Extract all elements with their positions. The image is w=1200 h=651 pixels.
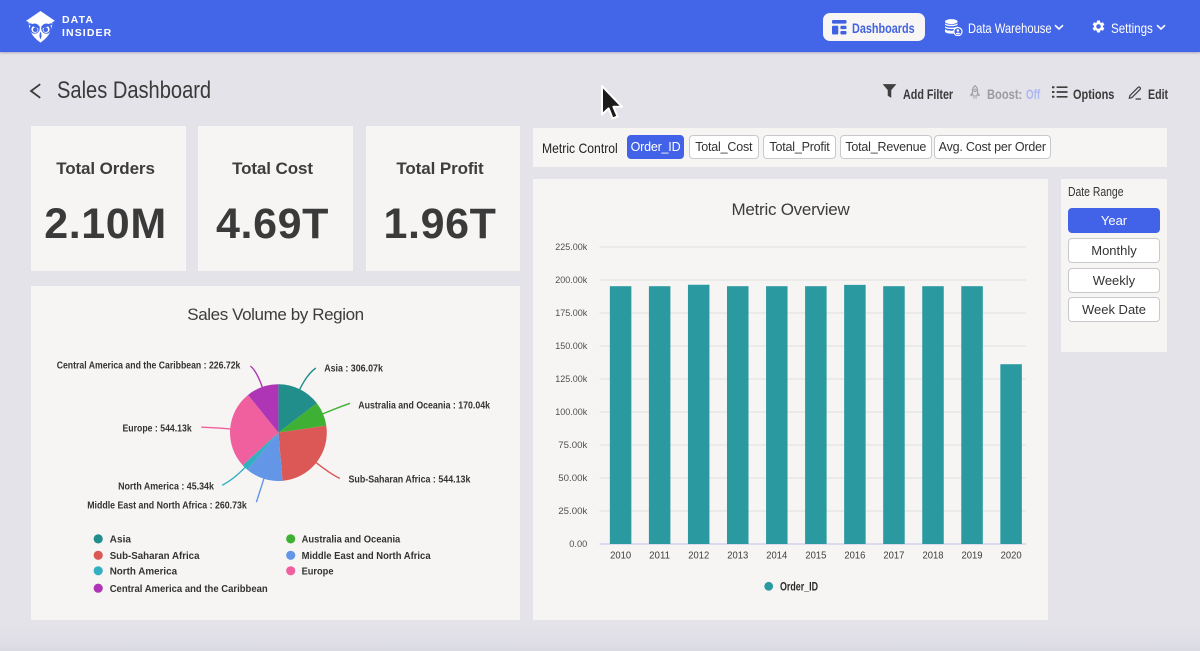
svg-text:Central America and the Caribb: Central America and the Caribbean : 226.… [57, 361, 241, 372]
svg-text:2019: 2019 [962, 550, 983, 562]
svg-text:125.00k: 125.00k [555, 374, 587, 384]
svg-text:Sub-Saharan Africa : 544.13k: Sub-Saharan Africa : 544.13k [349, 475, 471, 486]
svg-text:2020: 2020 [1001, 550, 1022, 562]
svg-text:Sub-Saharan Africa: Sub-Saharan Africa [110, 551, 200, 562]
svg-text:175.00k: 175.00k [555, 308, 587, 318]
svg-text:200.00k: 200.00k [555, 275, 587, 285]
svg-text:Europe : 544.13k: Europe : 544.13k [123, 423, 193, 434]
svg-text:North America: North America [110, 566, 178, 577]
svg-text:50.00k: 50.00k [558, 473, 588, 483]
svg-text:75.00k: 75.00k [558, 440, 588, 450]
svg-text:Asia : 306.07k: Asia : 306.07k [324, 364, 383, 375]
svg-text:North America : 45.34k: North America : 45.34k [118, 481, 214, 492]
svg-text:0.00: 0.00 [569, 539, 587, 549]
svg-text:2015: 2015 [805, 550, 826, 562]
svg-text:2011: 2011 [649, 550, 670, 562]
svg-text:2017: 2017 [883, 550, 904, 562]
svg-text:2016: 2016 [844, 550, 865, 562]
svg-text:100.00k: 100.00k [555, 407, 587, 417]
svg-text:Europe: Europe [302, 566, 334, 577]
svg-text:2018: 2018 [923, 550, 944, 562]
svg-text:Asia: Asia [110, 535, 132, 546]
svg-text:225.00k: 225.00k [555, 242, 587, 252]
svg-text:Central America and the Caribb: Central America and the Caribbean [110, 584, 268, 595]
svg-text:25.00k: 25.00k [558, 506, 588, 516]
svg-text:150.00k: 150.00k [555, 341, 587, 351]
svg-text:2010: 2010 [610, 550, 631, 562]
svg-text:2014: 2014 [766, 550, 787, 562]
svg-text:2013: 2013 [727, 550, 748, 562]
svg-text:Australia and Oceania: Australia and Oceania [302, 535, 401, 546]
svg-text:Australia and Oceania : 170.04: Australia and Oceania : 170.04k [358, 400, 490, 411]
svg-text:2012: 2012 [688, 550, 709, 562]
svg-text:Middle East and North Africa: Middle East and North Africa [302, 551, 431, 562]
svg-text:Order_ID: Order_ID [780, 580, 818, 594]
svg-text:Middle East and North Africa :: Middle East and North Africa : 260.73k [87, 500, 247, 511]
